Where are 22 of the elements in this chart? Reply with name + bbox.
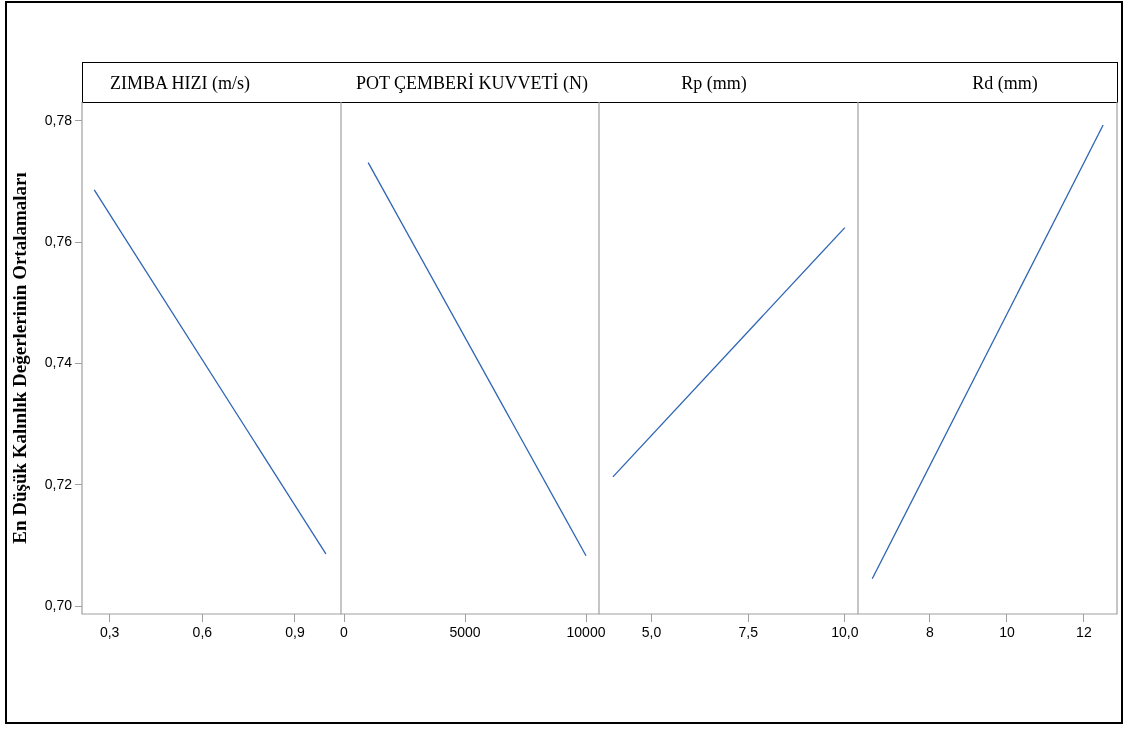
- chart-title: ZIMBA HIZI (m/s): [110, 73, 250, 94]
- y-tick-label: 0,70: [44, 596, 73, 613]
- x-tick-label: 7,5: [738, 624, 759, 641]
- chart-title: Rp (mm): [681, 73, 747, 94]
- x-tick-label: 12: [1076, 624, 1092, 641]
- y-tick-label: 0,72: [44, 475, 73, 492]
- x-tick-label: 8: [926, 624, 935, 641]
- x-tick-label: 5000: [449, 624, 481, 641]
- y-tick-label: 0,76: [44, 232, 73, 249]
- x-tick-label: 0,9: [285, 624, 305, 641]
- x-tick-label: 10000: [566, 624, 606, 641]
- x-tick-label: 0,3: [99, 624, 120, 641]
- x-tick-label: 0,6: [192, 624, 213, 641]
- y-axis-title: En Düşük Kalınlık Değerlerinin Ortalamaları: [9, 172, 31, 544]
- y-tick-label: 0,74: [44, 354, 73, 371]
- y-tick-label: 0,78: [44, 111, 73, 128]
- x-tick-label: 10,0: [831, 624, 859, 641]
- x-tick-label: 5,0: [641, 624, 662, 641]
- x-tick-label: 0: [340, 624, 349, 641]
- chart-title: POT ÇEMBERİ KUVVETİ (N): [355, 73, 589, 94]
- x-tick-label: 10: [999, 624, 1015, 641]
- chart-title: Rd (mm): [972, 73, 1038, 94]
